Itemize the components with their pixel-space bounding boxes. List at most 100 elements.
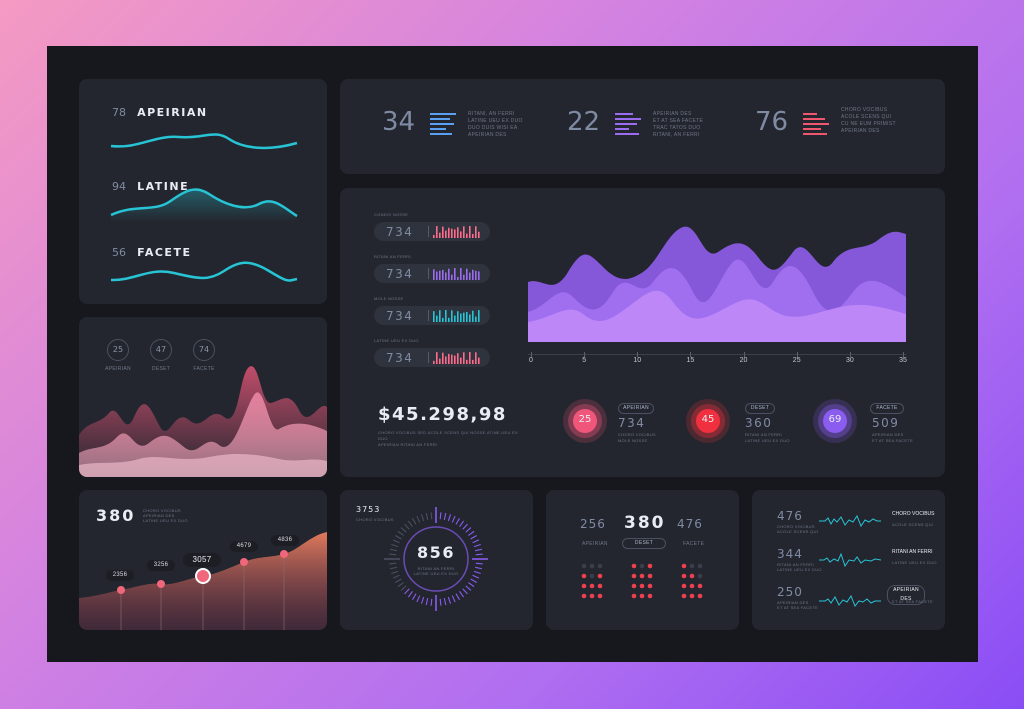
gauge-tick	[468, 582, 475, 588]
gauge-tick	[397, 530, 404, 536]
mini-bar	[460, 231, 462, 238]
gauge-tick	[425, 512, 429, 520]
gauge-tick	[462, 588, 468, 595]
mini-bar	[460, 313, 462, 322]
meter-value: 734	[386, 267, 414, 281]
gauge-caption: RITANI AN FERRI LATINE UEU EX DUO	[413, 566, 459, 576]
mini-bar	[448, 227, 450, 238]
meter-row-1[interactable]: CONDIS NOSSE 734	[374, 211, 490, 241]
mini-bar	[472, 234, 474, 238]
gauge-tick	[416, 595, 421, 603]
meter-label: LATINE UEU EX DUO	[374, 338, 419, 343]
stat-caption: RITANI, AN FERRI LATINE UEU EX DUO DUO DUI…	[468, 111, 523, 138]
mini-bar	[439, 232, 441, 238]
matrix-dot	[689, 563, 695, 569]
signal-value: 476	[777, 509, 803, 523]
gauge-tick	[430, 512, 433, 520]
signal-tag-caption: ACOLE SCENS QUI	[892, 522, 934, 527]
x-tick-label: 30	[845, 357, 854, 364]
matrix-dot	[597, 573, 603, 579]
chart-point	[240, 558, 248, 566]
signal-tag: APEIRIAN DES	[887, 585, 925, 605]
ring-caption: RITANI AN FERRI LATINE UEU EX DUO	[745, 432, 790, 443]
mini-bar	[451, 228, 453, 238]
mini-bar	[457, 276, 459, 280]
matrix-dot	[681, 563, 687, 569]
circle-stat-3[interactable]: 74 FACETE	[190, 339, 218, 373]
stat-caption: CHORO VOCIBUS ACOLE SCENS QUI CU NE EUM PR…	[841, 107, 896, 134]
mini-bar	[454, 355, 456, 364]
stat-value: 34	[382, 107, 416, 137]
ring-stat-1[interactable]: 25 APEIRIAN 734 CHORO VOCIBUS MOLE NOSSE	[562, 398, 656, 444]
meter-label: CONDIS NOSSE	[374, 212, 409, 217]
x-tick-mark	[531, 352, 532, 357]
meter-value: 734	[386, 225, 414, 239]
dots-center-pill[interactable]: DESET	[622, 538, 666, 549]
meter-row-3[interactable]: MOLE NOSSE 734	[374, 295, 490, 325]
gauge-tick	[389, 553, 397, 556]
matrix-dot	[697, 593, 703, 599]
mini-bar	[433, 269, 435, 280]
mini-bar	[475, 352, 477, 364]
signal-wave	[819, 594, 881, 607]
circle-stat-2[interactable]: 47 DESET	[147, 339, 175, 373]
ring-pill: APEIRIAN	[618, 403, 654, 414]
signal-row-1[interactable]: 476 CHORO VOCIBUS ACOLE SCENS QUI CHORO V…	[777, 509, 937, 543]
mini-bar	[478, 357, 480, 364]
mini-bar	[433, 311, 435, 322]
wave-item-3[interactable]: 56 FACETE	[112, 241, 191, 260]
matrix-dot	[581, 573, 587, 579]
gauge-tick	[400, 527, 407, 533]
wave-line-3	[110, 261, 298, 282]
mini-bar	[448, 353, 450, 364]
ring-stat-2[interactable]: 45 DESET 360 RITANI AN FERRI LATINE UEU E…	[685, 398, 790, 444]
signal-tag-caption: LATINE UEU EX DUO	[892, 560, 937, 565]
signal-caption: RITANI AN FERRI LATINE UEU EX DUO	[777, 562, 822, 572]
gauge-tick	[443, 512, 447, 520]
mini-bar	[472, 269, 474, 280]
gauge-tick	[404, 523, 410, 530]
x-tick-mark	[849, 352, 851, 357]
signal-row-3[interactable]: 250 APEIRIAN DES ET AT SEA FACETE APEIRIA…	[777, 585, 937, 619]
matrix-dot	[581, 593, 587, 599]
mini-bar	[436, 271, 438, 280]
mountains-panel: 25 APEIRIAN 47 DESET 74 FACETE	[79, 317, 327, 477]
gauge-tick	[468, 530, 475, 536]
mini-bar	[436, 315, 438, 322]
stat-value: 22	[567, 107, 601, 137]
gauge-tick	[473, 543, 481, 548]
dashboard-frame: 78 APEIRIAN 94 LATINE 56 FACETE 25 APEIR…	[47, 46, 978, 662]
matrix-dot	[689, 593, 695, 599]
ring-caption: CHORO VOCIBUS MOLE NOSSE	[618, 432, 656, 443]
chart-point	[280, 550, 288, 558]
wave-label: FACETE	[137, 246, 192, 259]
mini-bar	[442, 226, 444, 238]
mini-bar	[454, 229, 456, 238]
mini-bar	[457, 311, 459, 322]
ring-stat-value: 509	[872, 416, 900, 430]
circle-stat-1[interactable]: 25 APEIRIAN	[104, 339, 132, 373]
mini-bar	[454, 268, 456, 280]
meter-row-4[interactable]: LATINE UEU EX DUO 734	[374, 337, 490, 367]
meter-row-2[interactable]: RITANI AN FERRI 734	[374, 253, 490, 283]
ring-glow-icon	[563, 399, 607, 443]
signal-caption: APEIRIAN DES ET AT SEA FACETE	[777, 600, 819, 610]
meter-bars-icon	[433, 352, 480, 364]
matrix-dot	[631, 593, 637, 599]
mini-bar	[478, 231, 480, 238]
signal-value: 344	[777, 547, 803, 561]
gauge-tick	[451, 595, 456, 603]
matrix-dot	[639, 563, 645, 569]
wave-item-2[interactable]: 94 LATINE	[112, 175, 189, 194]
gauge-small-value: 3753	[356, 505, 381, 514]
gauge-tick	[395, 578, 402, 583]
signal-row-2[interactable]: 344 RITANI AN FERRI LATINE UEU EX DUO RIT…	[777, 547, 937, 581]
ring-stat-3[interactable]: 69 FACETE 509 APEIRIAN DES ET AT SEA FACE…	[812, 398, 913, 444]
wave-item-1[interactable]: 78 APEIRIAN	[112, 101, 208, 120]
x-tick-mark	[584, 352, 586, 357]
meter-bars-icon	[433, 268, 480, 280]
signal-tag: CHORO VOCIBUS	[892, 511, 935, 517]
dots-center-value: 380	[624, 513, 666, 533]
gauge-dial	[384, 507, 488, 611]
purple-area-chart	[528, 226, 906, 342]
